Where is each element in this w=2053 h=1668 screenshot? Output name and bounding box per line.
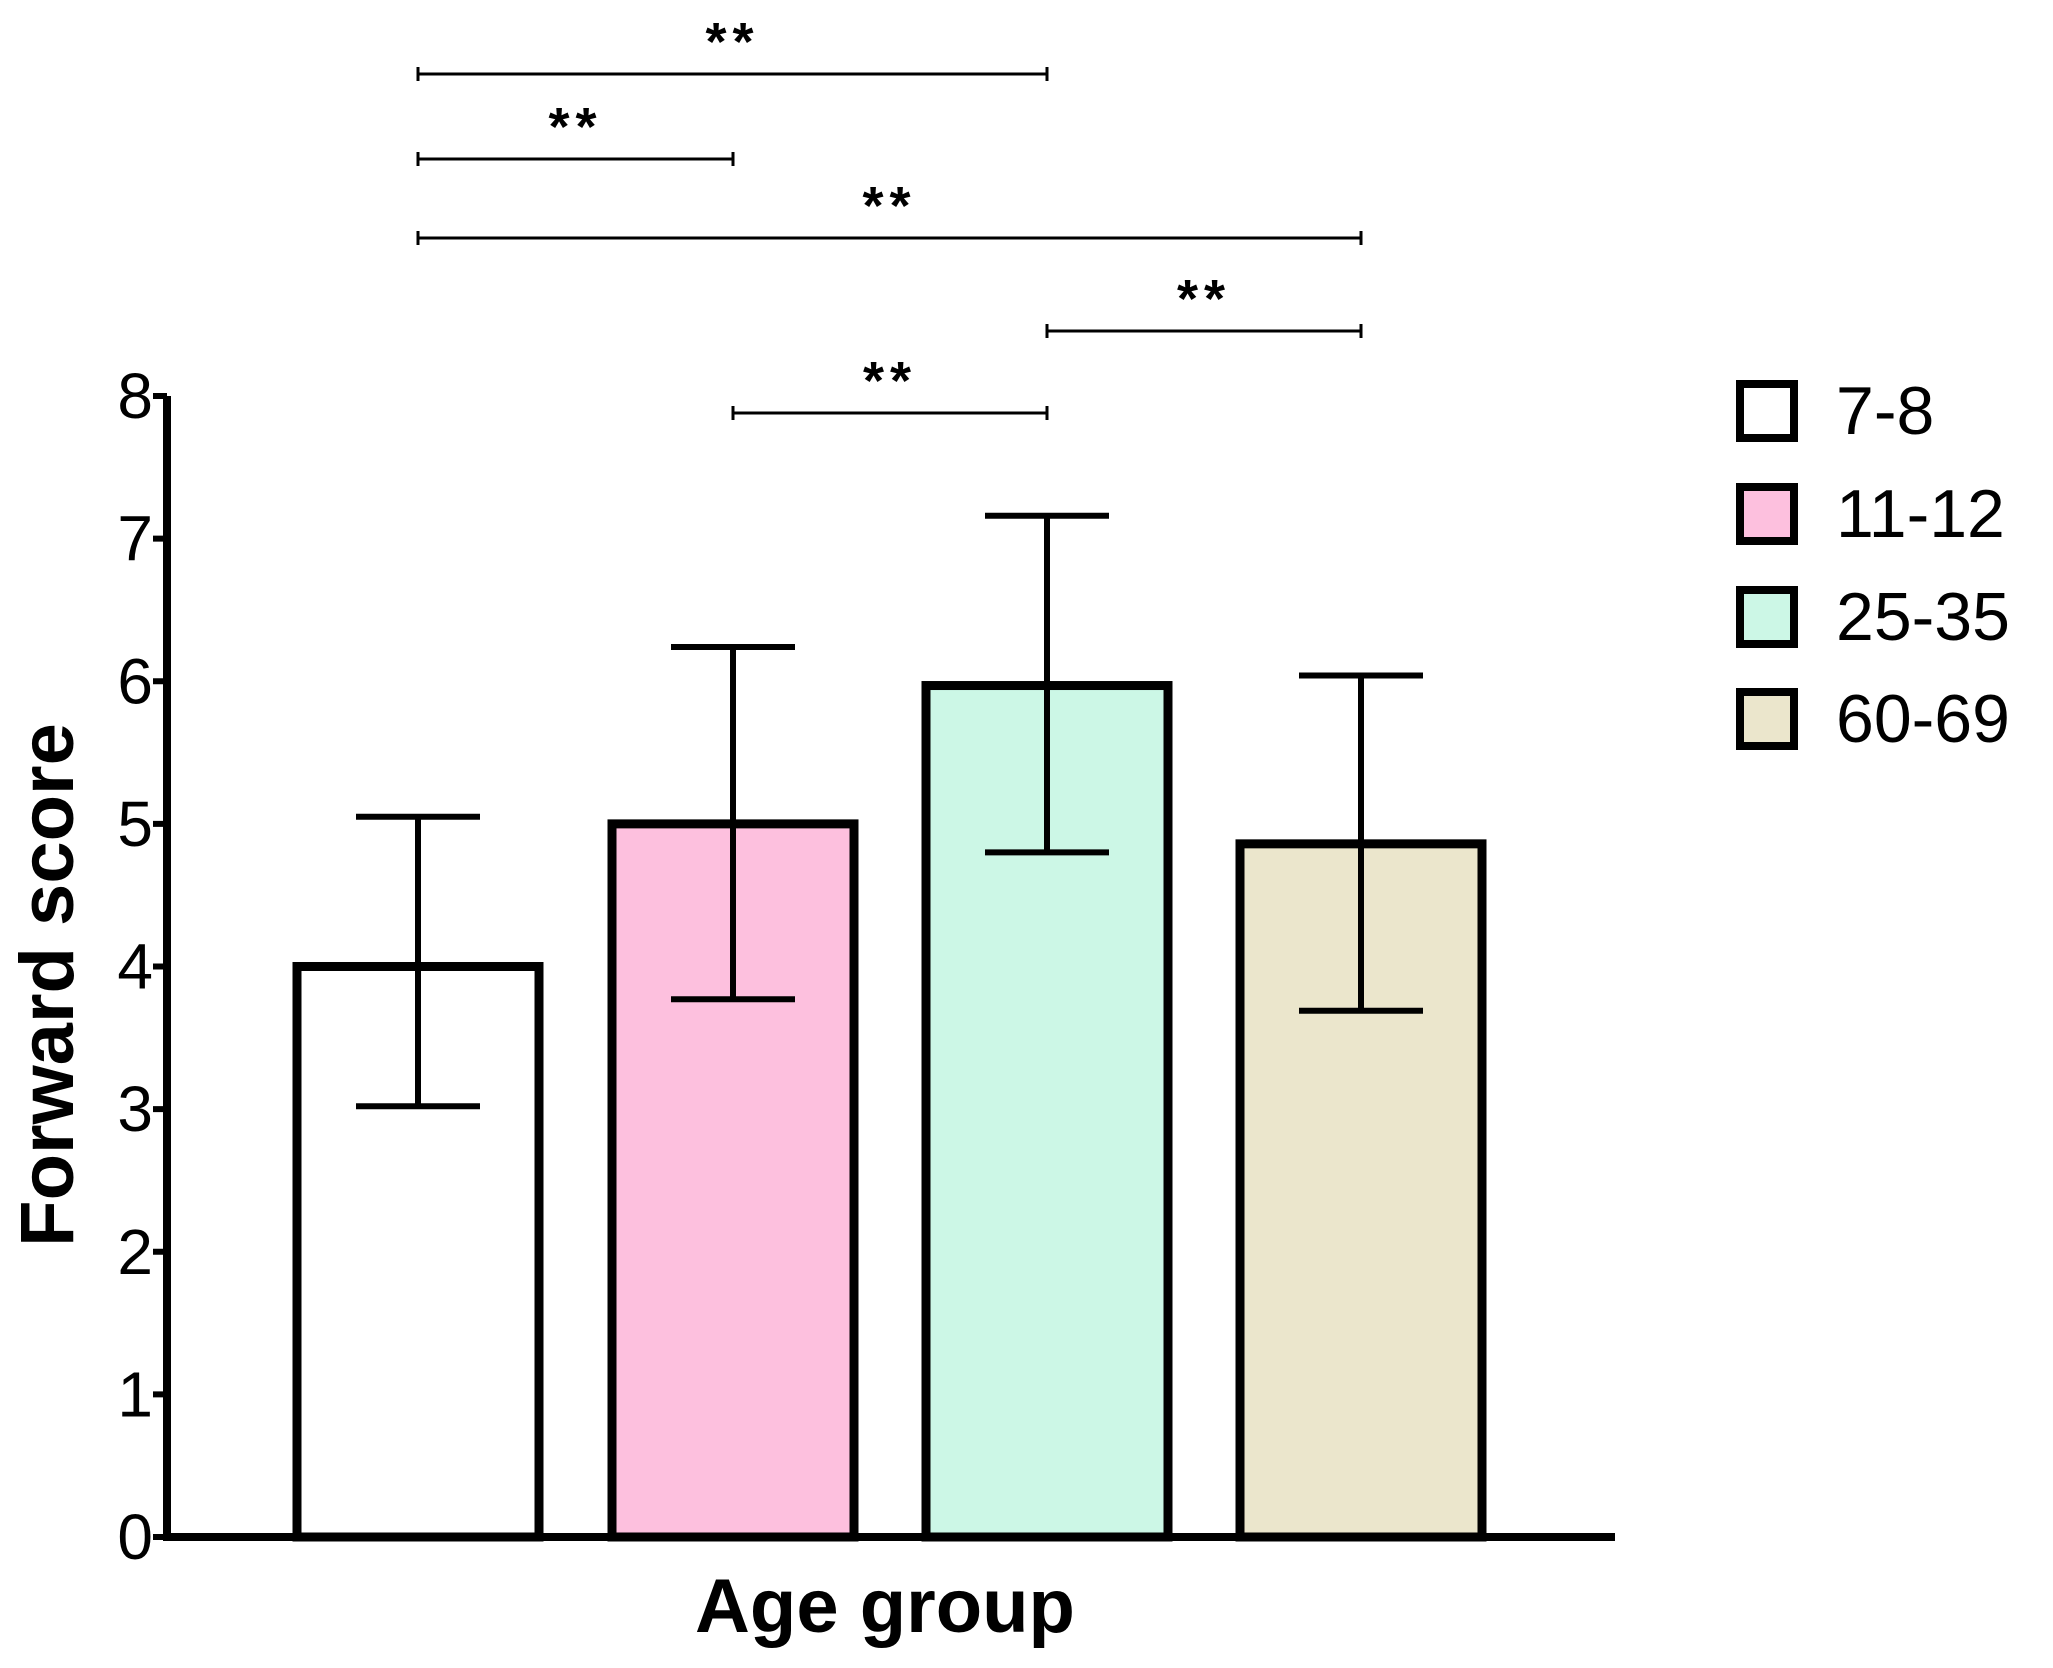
x-axis-title: Age group (695, 1564, 1075, 1649)
sig-label-4: ** (863, 351, 917, 411)
legend-swatch-11-12 (1736, 483, 1798, 545)
y-tick-label-1: 1 (117, 1358, 153, 1430)
legend-swatch-25-35 (1736, 586, 1798, 648)
error-bars (356, 512, 1423, 1110)
legend-label-60-69: 60-69 (1836, 681, 2010, 757)
sig-label-3: ** (1177, 269, 1231, 329)
legend-swatch-7-8 (1736, 380, 1798, 442)
legend-label-7-8: 7-8 (1836, 373, 1934, 449)
legend-label-11-12: 11-12 (1836, 476, 2005, 552)
sig-label-1: ** (548, 97, 602, 157)
y-tick-label-6: 6 (117, 645, 153, 717)
sig-label-0: ** (705, 12, 759, 72)
y-axis-title: Forward score (5, 723, 90, 1247)
y-tick-label-4: 4 (117, 931, 153, 1003)
y-tick-label-7: 7 (117, 503, 153, 575)
y-tick-label-8: 8 (117, 360, 153, 432)
y-tick-label-2: 2 (117, 1216, 153, 1288)
legend-swatch-60-69 (1736, 688, 1798, 750)
significance-brackets: ** ** ** ** ** (416, 12, 1363, 420)
y-tick-label-3: 3 (117, 1073, 153, 1145)
axes: 0 1 2 3 4 5 6 7 8 (117, 360, 1615, 1573)
sig-label-2: ** (862, 176, 916, 236)
bars (292, 681, 1487, 1542)
legend-label-25-35: 25-35 (1836, 579, 2010, 655)
legend: 7-8 11-12 25-35 60-69 (1736, 373, 2010, 757)
y-tick-label-0: 0 (117, 1501, 153, 1573)
y-tick-label-5: 5 (117, 788, 153, 860)
